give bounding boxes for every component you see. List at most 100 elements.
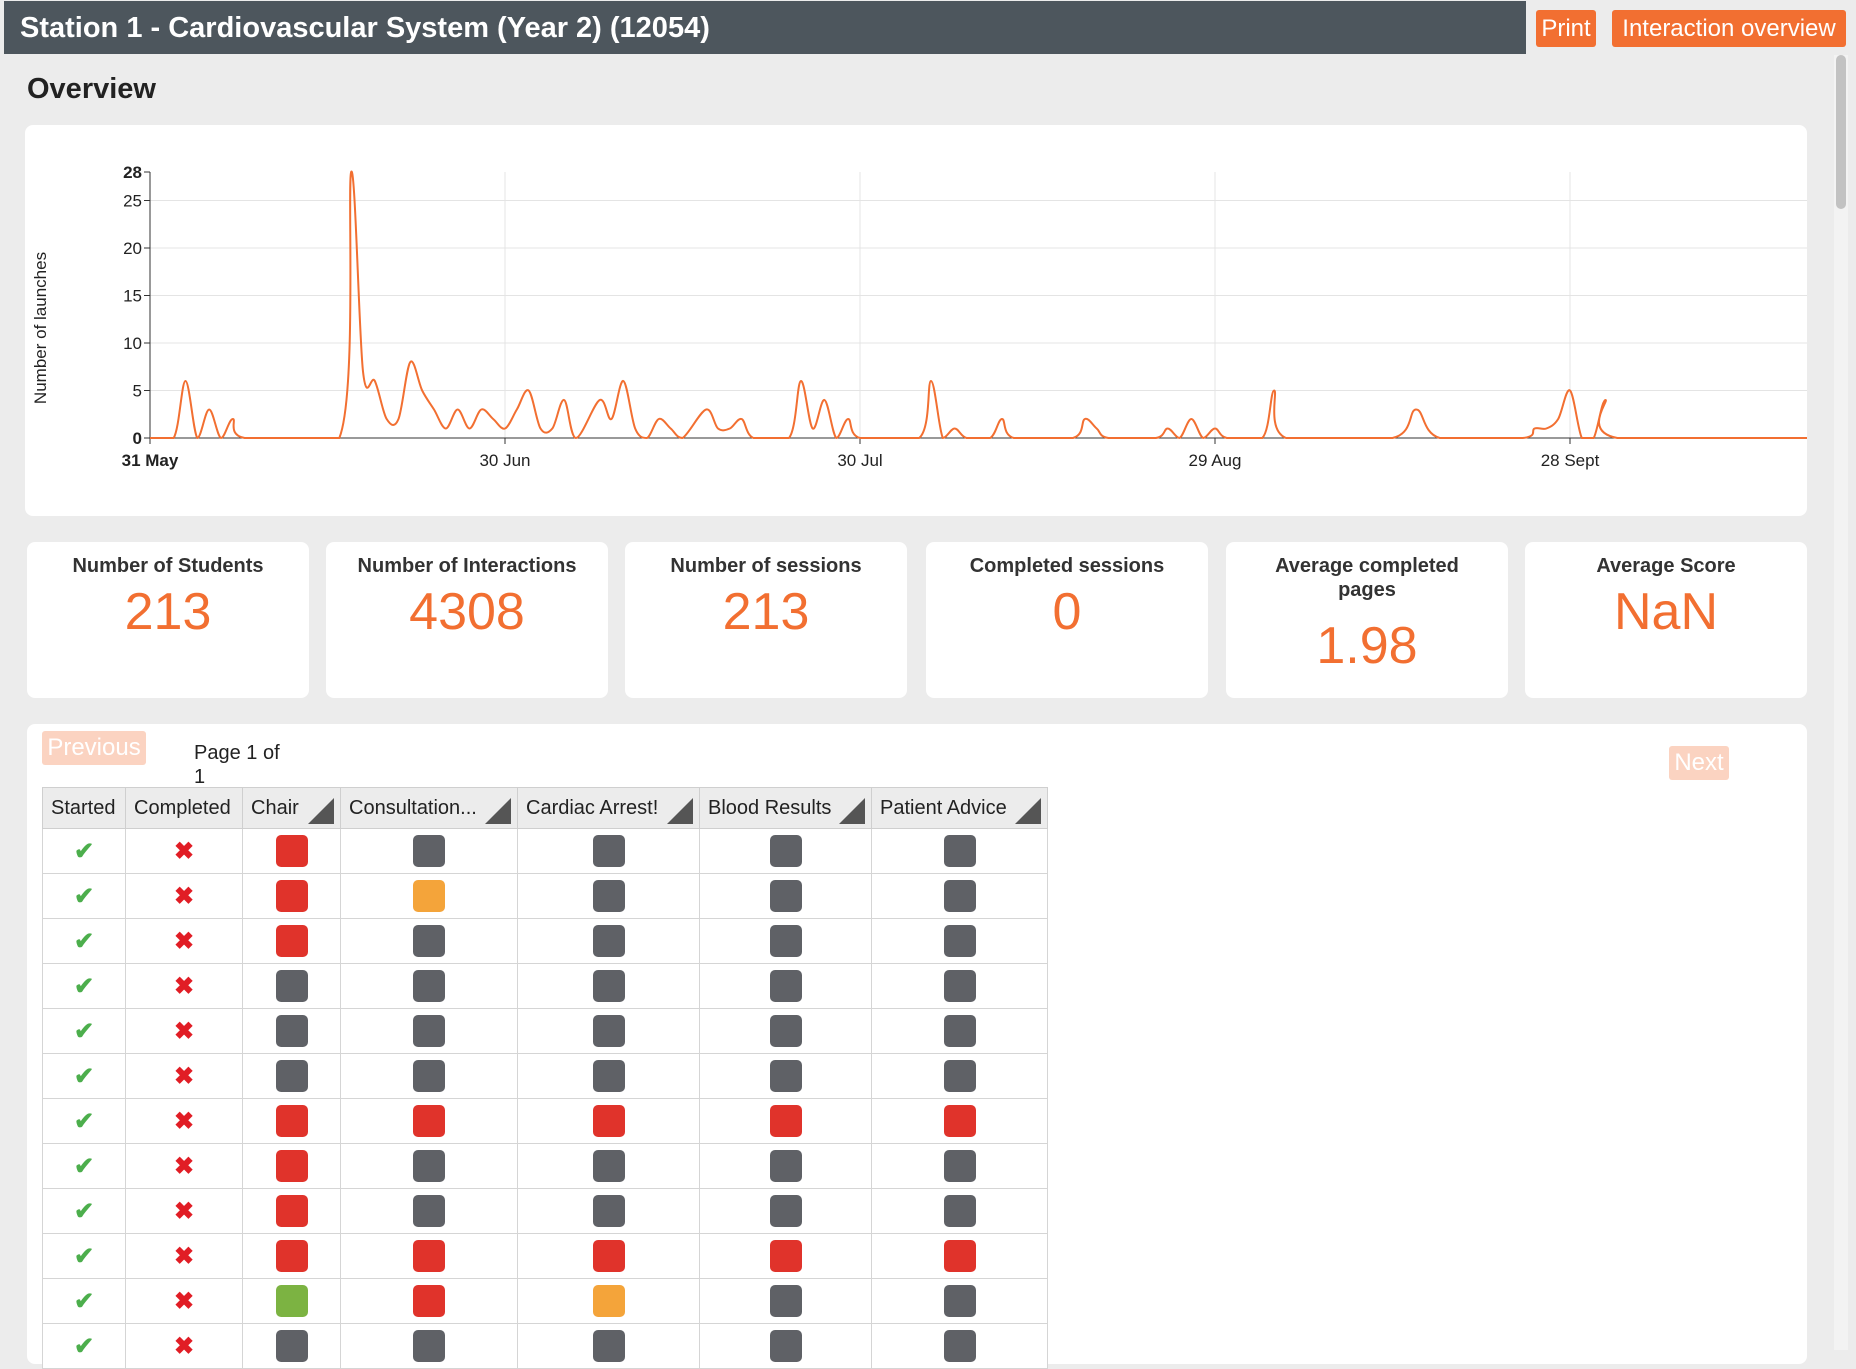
stat-value: 1.98	[1316, 617, 1418, 675]
status-square-orange[interactable]	[592, 1285, 625, 1317]
status-square-grey[interactable]	[413, 925, 445, 957]
status-square-red[interactable]	[275, 835, 308, 867]
table-row[interactable]: ✔ ✖	[42, 873, 1048, 919]
y-tick-label: 28	[123, 163, 142, 182]
stat-label: Completed sessions	[969, 555, 1165, 577]
scrollbar-thumb[interactable]	[1836, 55, 1846, 209]
table-row[interactable]: ✔ ✖	[42, 918, 1048, 964]
status-square-red[interactable]	[943, 1240, 976, 1272]
x-tick-label: 28 Sept	[1541, 451, 1600, 470]
status-square-grey[interactable]	[413, 970, 445, 1002]
status-square-red[interactable]	[275, 880, 308, 912]
status-square-grey[interactable]	[943, 925, 976, 957]
status-square-grey[interactable]	[275, 1015, 308, 1047]
status-square-grey[interactable]	[943, 970, 976, 1002]
status-square-red[interactable]	[592, 1105, 625, 1137]
status-square-red[interactable]	[275, 1105, 308, 1137]
status-square-grey[interactable]	[413, 1150, 445, 1182]
status-square-grey[interactable]	[943, 1150, 976, 1182]
column-header[interactable]: Consultation...	[340, 787, 518, 829]
status-square-red[interactable]	[275, 1240, 308, 1272]
status-square-grey[interactable]	[413, 1195, 445, 1227]
status-square-orange[interactable]	[413, 880, 445, 912]
status-square-grey[interactable]	[592, 970, 625, 1002]
status-square-grey[interactable]	[413, 1015, 445, 1047]
status-square-grey[interactable]	[592, 1330, 625, 1362]
status-square-grey[interactable]	[943, 880, 976, 912]
status-square-grey[interactable]	[592, 1015, 625, 1047]
status-square-grey[interactable]	[413, 1060, 445, 1092]
status-square-grey[interactable]	[769, 835, 802, 867]
status-square-grey[interactable]	[592, 880, 625, 912]
scrollbar[interactable]	[1834, 55, 1848, 1350]
status-square-red[interactable]	[769, 1105, 802, 1137]
status-square-grey[interactable]	[943, 1285, 976, 1317]
status-square-grey[interactable]	[769, 1195, 802, 1227]
column-header[interactable]: Chair	[242, 787, 341, 829]
cross-icon: ✖	[173, 1332, 195, 1360]
column-header[interactable]: Blood Results	[699, 787, 872, 829]
status-square-red[interactable]	[943, 1105, 976, 1137]
status-square-grey[interactable]	[769, 1015, 802, 1047]
status-square-grey[interactable]	[769, 1285, 802, 1317]
sort-icon[interactable]	[485, 798, 511, 824]
table-row[interactable]: ✔ ✖	[42, 1323, 1048, 1369]
status-square-grey[interactable]	[943, 1015, 976, 1047]
sort-icon[interactable]	[308, 798, 334, 824]
status-square-grey[interactable]	[592, 925, 625, 957]
table-row[interactable]: ✔ ✖	[42, 1053, 1048, 1099]
status-square-grey[interactable]	[275, 1060, 308, 1092]
column-header[interactable]: Patient Advice	[871, 787, 1048, 829]
sort-icon[interactable]	[839, 798, 865, 824]
column-header-label: Consultation...	[349, 796, 477, 819]
status-square-grey[interactable]	[413, 835, 445, 867]
print-button[interactable]: Print	[1536, 10, 1596, 47]
table-row[interactable]: ✔ ✖	[42, 1188, 1048, 1234]
status-square-grey[interactable]	[943, 1195, 976, 1227]
status-square-red[interactable]	[769, 1240, 802, 1272]
next-button[interactable]: Next	[1669, 746, 1729, 780]
table-row[interactable]: ✔ ✖	[42, 1278, 1048, 1324]
status-square-grey[interactable]	[943, 1060, 976, 1092]
sort-icon[interactable]	[667, 798, 693, 824]
table-row[interactable]: ✔ ✖	[42, 963, 1048, 1009]
status-square-red[interactable]	[413, 1240, 445, 1272]
status-square-red[interactable]	[275, 1150, 308, 1182]
status-square-grey[interactable]	[592, 835, 625, 867]
status-square-grey[interactable]	[769, 880, 802, 912]
interaction-overview-button[interactable]: Interaction overview	[1612, 10, 1846, 47]
status-square-grey[interactable]	[769, 970, 802, 1002]
status-square-red[interactable]	[413, 1285, 445, 1317]
column-header-label: Cardiac Arrest!	[526, 796, 659, 819]
status-square-grey[interactable]	[592, 1150, 625, 1182]
status-square-grey[interactable]	[769, 925, 802, 957]
table-row[interactable]: ✔ ✖	[42, 1233, 1048, 1279]
table-row[interactable]: ✔ ✖	[42, 1008, 1048, 1054]
status-square-grey[interactable]	[592, 1195, 625, 1227]
status-square-grey[interactable]	[413, 1330, 445, 1362]
status-square-red[interactable]	[413, 1105, 445, 1137]
status-square-grey[interactable]	[769, 1060, 802, 1092]
table-row[interactable]: ✔ ✖	[42, 1143, 1048, 1189]
status-square-grey[interactable]	[769, 1330, 802, 1362]
status-square-grey[interactable]	[943, 835, 976, 867]
status-square-red[interactable]	[592, 1240, 625, 1272]
previous-button[interactable]: Previous	[42, 731, 146, 765]
status-square-green[interactable]	[275, 1285, 308, 1317]
cross-icon: ✖	[173, 1062, 195, 1090]
status-square-red[interactable]	[275, 925, 308, 957]
table-row[interactable]: ✔ ✖	[42, 1098, 1048, 1144]
cross-icon: ✖	[173, 1197, 195, 1225]
status-square-red[interactable]	[275, 1195, 308, 1227]
status-square-grey[interactable]	[769, 1150, 802, 1182]
column-header[interactable]: Cardiac Arrest!	[517, 787, 700, 829]
status-square-grey[interactable]	[275, 970, 308, 1002]
sort-icon[interactable]	[1015, 798, 1041, 824]
status-square-grey[interactable]	[943, 1330, 976, 1362]
status-square-grey[interactable]	[592, 1060, 625, 1092]
status-square-grey[interactable]	[275, 1330, 308, 1362]
check-icon: ✔	[73, 882, 95, 910]
table-row[interactable]: ✔ ✖	[42, 828, 1048, 874]
check-icon: ✔	[73, 1107, 95, 1135]
stat-value: 4308	[409, 583, 525, 641]
